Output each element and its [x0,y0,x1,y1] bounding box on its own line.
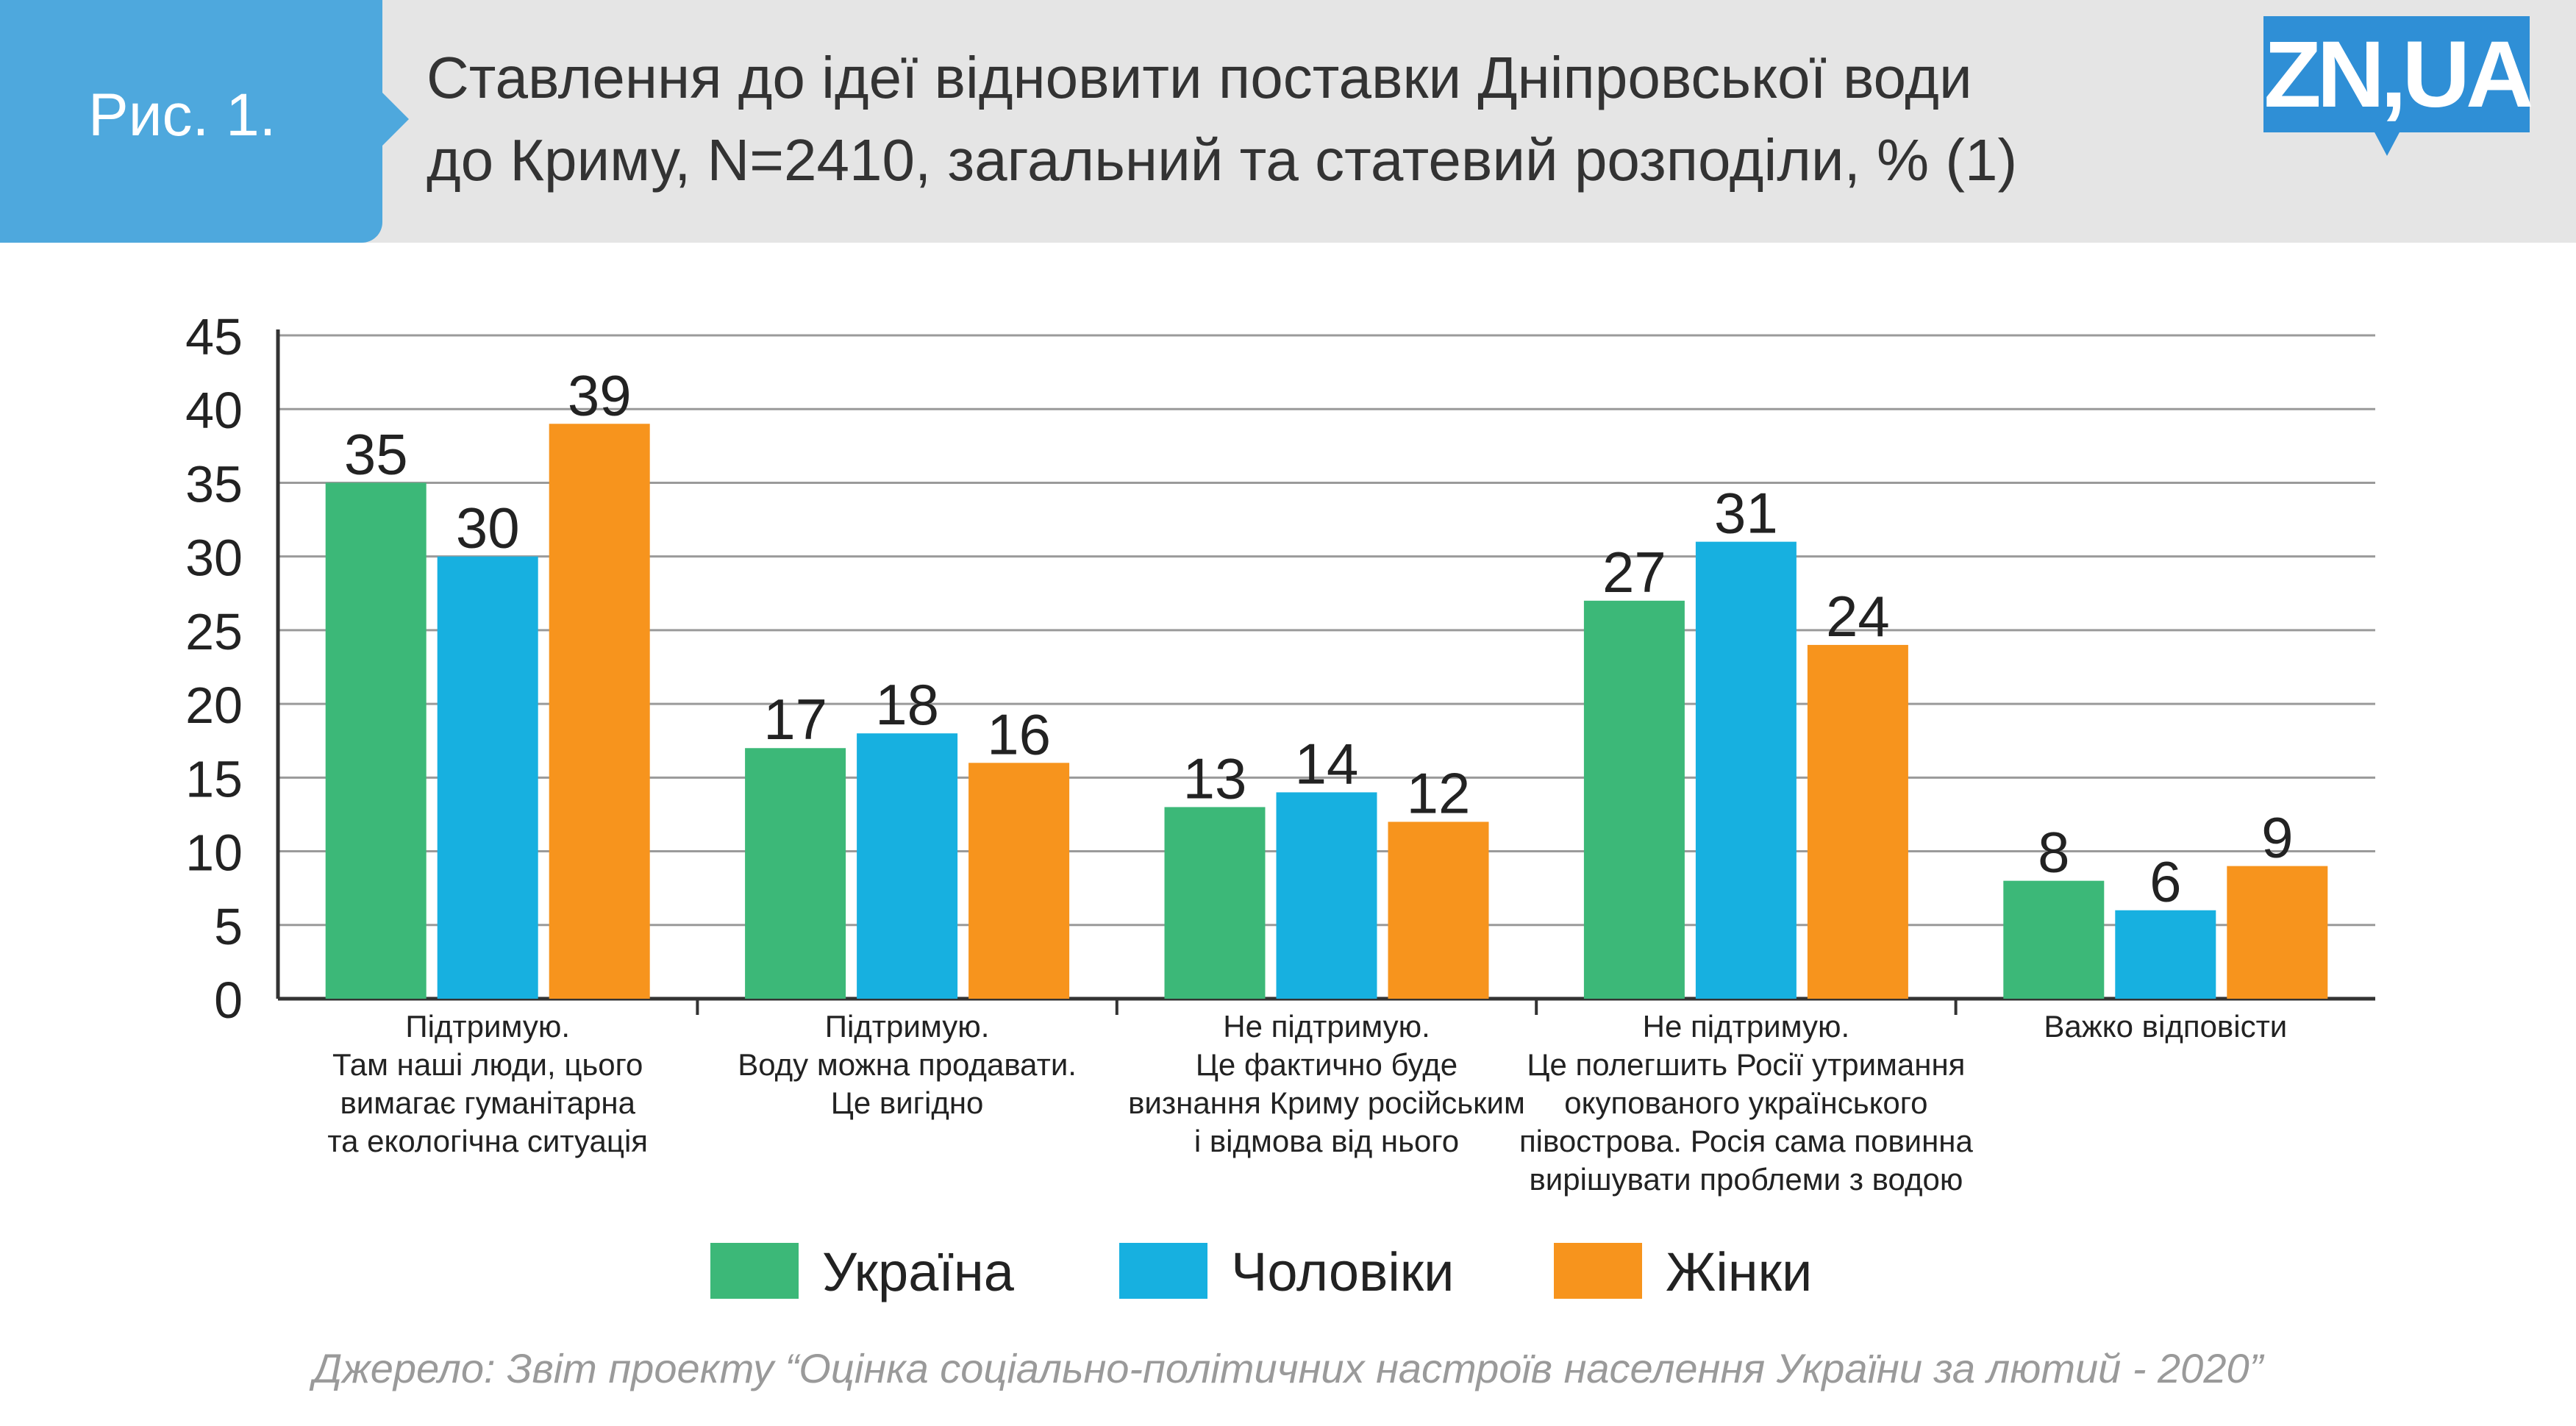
legend-swatch-1 [710,1243,799,1299]
logo-text: ZN,UA [2263,21,2533,127]
data-label-3-4: 24 [1826,584,1890,649]
figure-label: Рис. 1. [88,82,276,149]
bar-1-1 [325,482,427,999]
figure-label-tab: Рис. 1. [0,0,409,243]
bar-1-4 [1583,600,1685,999]
bar-1-2 [745,748,846,999]
category-label-3-line-2: Це фактично буде [1196,1047,1458,1082]
chart-title-line-1: Ставлення до ідеї відновити поставки Дні… [427,45,1972,110]
y-tick-label-20: 20 [185,677,243,734]
header-bar: Рис. 1. Ставлення до ідеї відновити пост… [0,0,2576,243]
data-label-3-2: 16 [987,702,1051,766]
data-label-1-2: 17 [763,687,827,752]
category-label-2-line-3: Це вигідно [831,1085,984,1120]
y-tick-label-0: 0 [214,972,243,1029]
data-label-2-4: 31 [1714,481,1778,546]
bar-3-2 [968,763,1070,999]
y-tick-label-45: 45 [185,308,243,366]
category-label-1-line-4: та екологічна ситуація [327,1124,648,1158]
category-label-1-line-2: Там наші люди, цього [332,1047,643,1082]
legend-swatch-3 [1554,1243,1642,1299]
category-label-1-line-1: Підтримую. [405,1009,570,1044]
category-label-3-line-3: визнання Криму російським [1128,1085,1525,1120]
bar-2-3 [1276,792,1377,999]
data-label-1-3: 13 [1183,746,1247,810]
bar-2-4 [1695,541,1797,999]
category-label-4-line-1: Не підтримую. [1643,1009,1850,1044]
category-label-1-line-3: вимагає гуманітарна [340,1085,635,1120]
chart-title: Ставлення до ідеї відновити поставки Дні… [427,37,2118,202]
category-label-4-line-3: окупованого українського [1564,1085,1927,1120]
category-label-2-line-1: Підтримую. [825,1009,990,1044]
bar-2-1 [437,556,538,999]
y-tick-label-35: 35 [185,455,243,513]
bar-3-5 [2227,866,2328,999]
bar-1-3 [1164,807,1266,999]
legend-swatch-2 [1119,1243,1207,1299]
data-label-2-5: 6 [2149,849,2181,914]
data-label-1-1: 35 [344,421,408,486]
category-label-3-line-1: Не підтримую. [1223,1009,1430,1044]
bar-2-2 [857,733,958,999]
category-label-3-line-4: і відмова від нього [1194,1124,1459,1158]
y-tick-label-30: 30 [185,530,243,587]
category-label-5-line-1: Важко відповісти [2044,1009,2287,1044]
data-label-3-5: 9 [2261,805,2293,870]
y-tick-label-5: 5 [214,898,243,955]
zn-ua-logo[interactable]: ZN,UA [2263,16,2534,156]
data-label-1-4: 27 [1602,540,1666,605]
bar-3-1 [549,424,650,999]
category-label-2-line-2: Воду можна продавати. [738,1047,1077,1082]
legend-label-3: Жінки [1666,1241,1813,1302]
data-label-2-1: 30 [456,496,520,560]
bar-2-5 [2115,910,2216,999]
chart-title-line-2: до Криму, N=2410, загальний та статевий … [427,127,2018,193]
data-label-3-3: 12 [1407,760,1471,825]
y-tick-label-10: 10 [185,824,243,882]
data-label-2-3: 14 [1295,731,1359,796]
data-label-1-5: 8 [2038,820,2069,885]
y-tick-label-40: 40 [185,382,243,439]
bar-3-3 [1388,821,1489,999]
data-label-3-1: 39 [568,363,632,427]
bar-3-4 [1807,644,1908,999]
y-tick-label-15: 15 [185,750,243,808]
y-tick-label-25: 25 [185,603,243,660]
bar-1-5 [2003,880,2105,999]
category-label-4-line-5: вирішувати проблеми з водою [1529,1162,1963,1197]
source-note: Джерело: Звіт проекту “Оцінка соціально-… [313,1345,2263,1391]
legend-label-2: Чоловіки [1231,1241,1455,1302]
category-label-4-line-4: півострова. Росія сама повинна [1519,1124,1974,1158]
legend-label-1: Україна [822,1241,1014,1302]
category-label-4-line-2: Це полегшить Росії утримання [1527,1047,1965,1082]
data-label-2-2: 18 [875,672,939,737]
